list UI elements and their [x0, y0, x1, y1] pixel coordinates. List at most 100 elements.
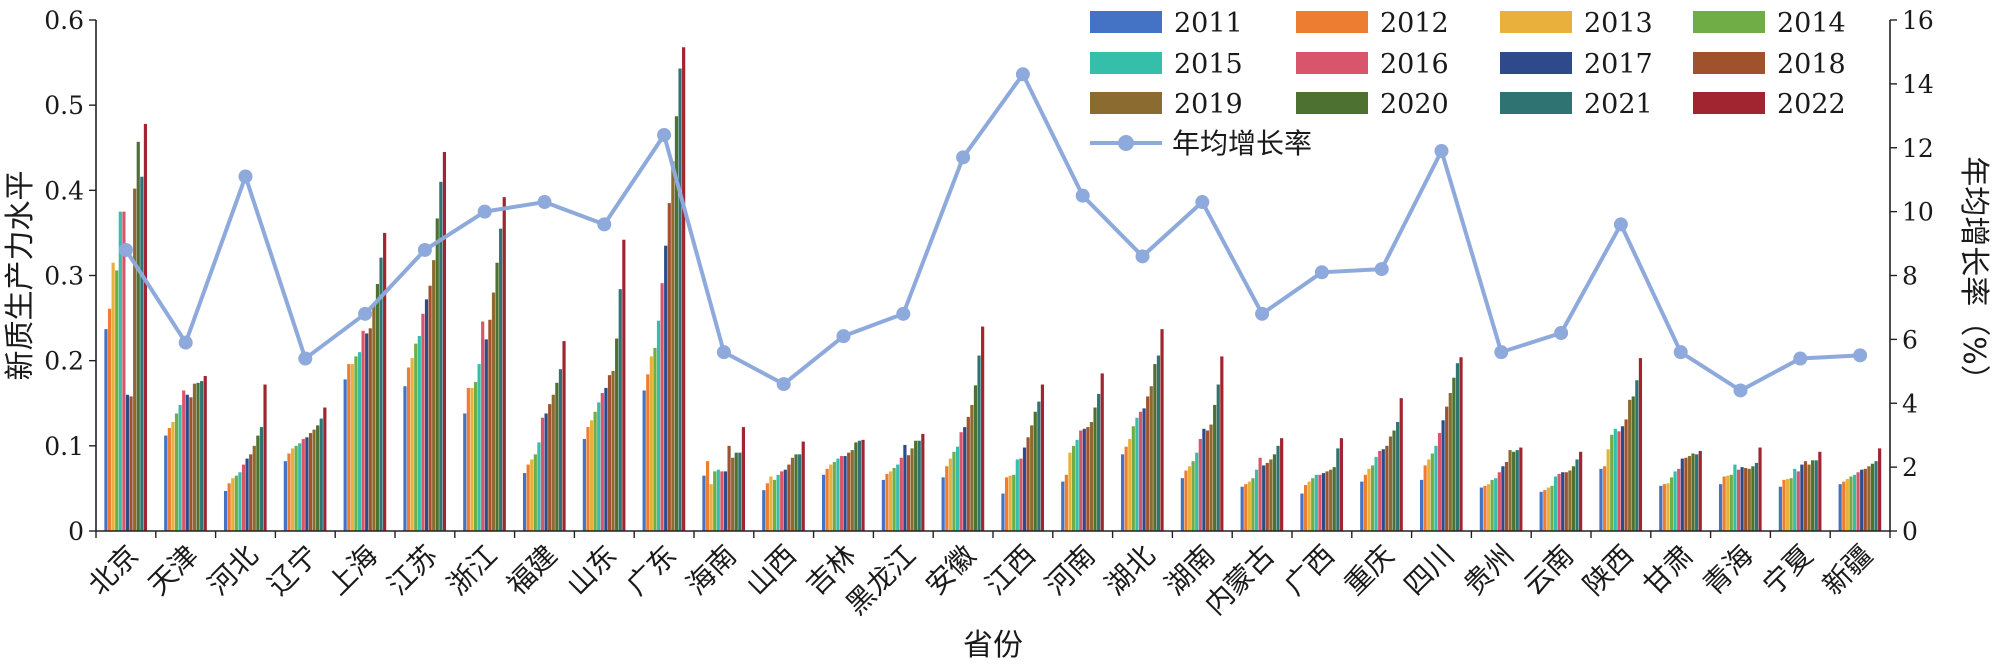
bar-2011-江苏 — [403, 386, 407, 531]
legend-swatch-2021 — [1500, 92, 1572, 114]
bar-2020-甘肃 — [1691, 453, 1695, 531]
bar-2020-黑龙江 — [914, 440, 918, 531]
legend-label-2022: 2022 — [1777, 89, 1846, 120]
bar-2016-广西 — [1318, 474, 1322, 531]
bar-2014-河北 — [234, 475, 238, 531]
bar-2016-上海 — [361, 330, 365, 531]
y-tick-label: 0.2 — [44, 347, 84, 376]
bar-2014-北京 — [115, 270, 119, 531]
legend-label-2021: 2021 — [1584, 89, 1653, 120]
growth-rate-point-新疆 — [1853, 348, 1868, 363]
bar-2016-湖南 — [1198, 439, 1202, 531]
bar-2019-河南 — [1089, 421, 1094, 531]
bar-2013-新疆 — [1845, 479, 1849, 531]
bar-2019-宁夏 — [1807, 464, 1811, 531]
bar-2021-河北 — [259, 427, 264, 531]
growth-rate-point-浙江 — [477, 204, 492, 219]
bar-2013-江西 — [1008, 475, 1012, 531]
bar-2020-海南 — [734, 452, 738, 531]
legend-label-2017: 2017 — [1584, 49, 1653, 80]
bar-2016-重庆 — [1378, 450, 1382, 531]
x-tick-label-湖北: 湖北 — [1099, 539, 1162, 602]
growth-rate-point-北京 — [118, 242, 133, 257]
bar-2018-浙江 — [488, 319, 492, 531]
growth-rate-point-天津 — [178, 335, 193, 350]
bar-2018-云南 — [1564, 472, 1568, 531]
bar-2022-北京 — [143, 123, 148, 532]
growth-rate-point-陕西 — [1613, 217, 1628, 232]
bar-2016-海南 — [720, 471, 724, 531]
legend-label-2012: 2012 — [1380, 8, 1449, 39]
bar-2020-四川 — [1452, 377, 1456, 531]
bar-2012-陕西 — [1602, 466, 1607, 531]
bar-2012-福建 — [526, 464, 530, 531]
bar-2021-北京 — [140, 176, 144, 531]
legend-swatch-2022 — [1693, 92, 1765, 114]
bar-2020-云南 — [1571, 466, 1576, 531]
legend-label-2013: 2013 — [1584, 8, 1653, 39]
x-tick-label-山西: 山西 — [740, 539, 803, 602]
bar-2013-湖北 — [1128, 439, 1132, 531]
bar-2016-安徽 — [959, 432, 963, 531]
bar-2013-贵州 — [1486, 484, 1491, 531]
bar-2017-河北 — [245, 458, 249, 531]
legend-swatch-2017 — [1500, 52, 1572, 74]
bar-2021-内蒙古 — [1276, 445, 1280, 531]
legend-swatch-2015 — [1090, 52, 1162, 74]
bar-2017-甘肃 — [1680, 458, 1684, 531]
bar-2022-云南 — [1579, 451, 1583, 531]
bar-2020-福建 — [555, 382, 559, 531]
bar-2013-山东 — [589, 420, 594, 531]
growth-rate-point-吉林 — [836, 329, 851, 344]
bar-2021-湖南 — [1216, 384, 1220, 531]
bar-2018-江西 — [1026, 437, 1030, 531]
bar-2019-内蒙古 — [1269, 459, 1273, 531]
legend-swatch-2013 — [1500, 11, 1572, 33]
bar-2020-安徽 — [973, 385, 978, 531]
bar-2012-河北 — [227, 483, 231, 531]
bar-2019-北京 — [133, 188, 137, 531]
bar-2022-重庆 — [1399, 398, 1403, 531]
bar-2021-海南 — [738, 452, 742, 531]
x-tick-label-内蒙古: 内蒙古 — [1198, 539, 1281, 622]
bar-2022-内蒙古 — [1280, 438, 1284, 531]
bar-2017-福建 — [544, 413, 548, 531]
bar-2012-四川 — [1423, 465, 1427, 531]
bar-2012-贵州 — [1483, 485, 1487, 531]
bar-2014-福建 — [533, 454, 537, 531]
bar-2011-辽宁 — [283, 461, 287, 531]
bar-2017-海南 — [723, 471, 728, 531]
bar-2020-广东 — [674, 116, 679, 532]
bar-2022-山东 — [622, 239, 626, 532]
bar-2018-河北 — [249, 454, 253, 531]
bar-2016-北京 — [122, 211, 126, 532]
x-tick-label-江苏: 江苏 — [381, 539, 444, 602]
legend-label-2020: 2020 — [1380, 89, 1449, 120]
bar-2022-湖北 — [1160, 329, 1164, 531]
bar-2021-重庆 — [1396, 421, 1400, 531]
bar-2012-甘肃 — [1662, 484, 1666, 531]
growth-rate-point-甘肃 — [1673, 345, 1688, 360]
bar-2012-重庆 — [1363, 474, 1367, 531]
bar-2015-山东 — [597, 402, 601, 531]
bar-2019-湖南 — [1209, 424, 1213, 531]
y2-tick-label: 16 — [1902, 6, 1934, 35]
bar-2017-新疆 — [1860, 469, 1864, 531]
bar-2016-河南 — [1079, 430, 1083, 531]
bar-2011-内蒙古 — [1240, 486, 1244, 531]
x-tick-label-山东: 山东 — [560, 539, 623, 602]
bar-2018-内蒙古 — [1265, 462, 1269, 531]
bar-2020-重庆 — [1392, 430, 1396, 531]
bar-2011-湖北 — [1120, 454, 1125, 531]
y2-tick-label: 10 — [1902, 198, 1934, 227]
bar-2015-天津 — [178, 404, 182, 531]
bar-2013-湖南 — [1187, 466, 1192, 531]
bar-2011-安徽 — [941, 477, 945, 531]
bar-2016-黑龙江 — [899, 457, 903, 531]
bar-2016-甘肃 — [1677, 468, 1681, 531]
legend-swatch-2012 — [1296, 11, 1368, 33]
x-tick-label-甘肃: 甘肃 — [1637, 539, 1700, 602]
bar-2011-四川 — [1419, 479, 1424, 531]
bar-2021-河南 — [1097, 393, 1101, 531]
bar-2021-湖北 — [1156, 355, 1161, 531]
